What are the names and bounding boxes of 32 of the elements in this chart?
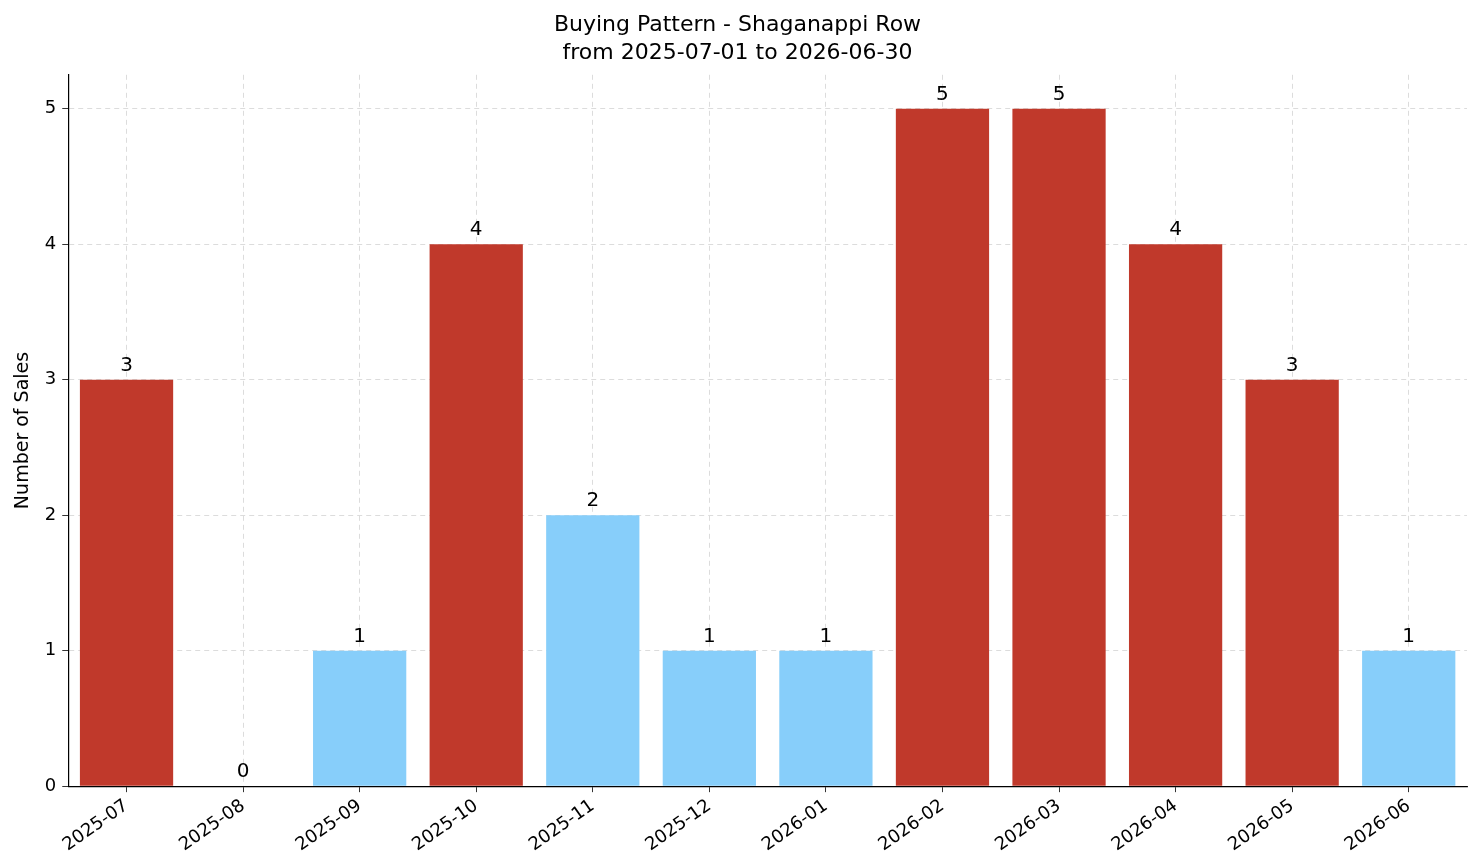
data-label: 0	[236, 758, 250, 783]
chart-title: Buying Pattern - Shaganappi Row	[553, 10, 922, 36]
bar	[1012, 108, 1106, 786]
bar	[546, 515, 640, 786]
data-label: 3	[120, 351, 133, 376]
y-tick-label: 1	[44, 638, 57, 660]
bar	[662, 650, 756, 786]
y-tick-label: 3	[44, 367, 57, 389]
data-label: 1	[819, 622, 833, 647]
bar	[1362, 650, 1456, 786]
y-tick-label: 0	[44, 773, 57, 795]
bar	[1245, 379, 1339, 786]
bar	[313, 650, 407, 786]
y-tick-label: 2	[44, 502, 57, 524]
y-tick-label: 4	[44, 231, 57, 253]
chart-subtitle: from 2025-07-01 to 2026-06-30	[562, 39, 913, 65]
data-label: 1	[1402, 622, 1416, 647]
bar	[429, 244, 523, 786]
y-axis-title: Number of Sales	[10, 351, 33, 510]
y-tick-label: 5	[44, 96, 57, 118]
bar	[779, 650, 873, 786]
data-label: 5	[936, 80, 949, 105]
bar	[1128, 244, 1223, 786]
data-label: 2	[586, 487, 600, 512]
bar	[895, 108, 990, 786]
data-label: 4	[469, 216, 483, 241]
bar	[79, 379, 174, 786]
data-label: 4	[1169, 216, 1182, 241]
data-label: 1	[353, 622, 367, 647]
data-label: 5	[1052, 80, 1066, 105]
data-label: 1	[702, 622, 716, 647]
data-label: 3	[1285, 351, 1299, 376]
